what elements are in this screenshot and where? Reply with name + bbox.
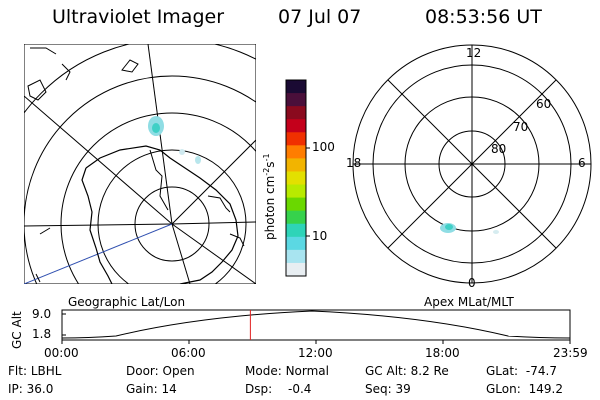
left-map-caption: Geographic Lat/Lon (68, 295, 186, 309)
colorbar-swatch (286, 171, 306, 186)
strip-y-label: GC Alt (10, 311, 24, 349)
strip-x-tick-2359: 23:59 (553, 346, 588, 360)
colorbar-swatch (286, 249, 306, 264)
colorbar-swatch (286, 145, 306, 159)
geographic-map (24, 44, 256, 284)
colorbar-border (285, 79, 307, 277)
lat-label-70: 70 (513, 120, 529, 134)
app-title: Ultraviolet Imager (52, 6, 225, 28)
strip-x-tick-0600: 06:00 (171, 346, 206, 360)
footer-dsp: Dsp: -0.4 (245, 382, 312, 396)
footer-gain: Gain: 14 (126, 382, 177, 396)
colorbar-tick-10: 10 (312, 229, 328, 243)
colorbar-swatch (286, 80, 306, 94)
lat-label-80: 80 (491, 142, 507, 156)
footer-mode: Mode: Normal (245, 364, 329, 378)
colorbar-swatch (286, 210, 306, 225)
strip-y-tick-9: 9.0 (32, 307, 52, 321)
colorbar-tick-100: 100 (312, 140, 335, 154)
mlt-label-0: 0 (468, 276, 476, 290)
mlt-label-18: 18 (346, 156, 362, 170)
strip-x-tick-0000: 00:00 (44, 346, 79, 360)
footer-door: Door: Open (126, 364, 195, 378)
colorbar-swatch (286, 93, 306, 107)
strip-x-tick-1200: 12:00 (298, 346, 333, 360)
footer-seq: Seq: 39 (365, 382, 411, 396)
footer-ip: IP: 36.0 (8, 382, 54, 396)
date-label: 07 Jul 07 (278, 6, 362, 28)
footer-glat: GLat: -74.7 (486, 364, 557, 378)
colorbar-swatch (286, 132, 306, 146)
colorbar-swatch (286, 197, 306, 212)
mlt-label-12: 12 (466, 46, 482, 60)
colorbar (285, 79, 310, 277)
colorbar-swatch (286, 106, 306, 120)
footer-glon: GLon: 149.2 (486, 382, 563, 396)
lat-label-60: 60 (536, 97, 552, 111)
colorbar-swatch (286, 236, 306, 251)
polar-map (352, 44, 592, 284)
colorbar-swatch (286, 223, 306, 238)
footer-gc-alt: GC Alt: 8.2 Re (365, 364, 449, 378)
strip-x-tick-1800: 18:00 (425, 346, 460, 360)
right-map-caption: Apex MLat/MLT (424, 295, 514, 309)
strip-y-tick-1.8: 1.8 (32, 327, 52, 341)
colorbar-swatch (286, 262, 306, 277)
colorbar-swatch (286, 119, 306, 133)
footer-filter: Flt: LBHL (8, 364, 62, 378)
colorbar-unit-label: photon cm-2s-1 (262, 153, 277, 240)
colorbar-swatch (286, 184, 306, 199)
altitude-strip (61, 309, 571, 344)
colorbar-swatch (286, 158, 306, 172)
mlt-label-6: 6 (578, 156, 586, 170)
time-label: 08:53:56 UT (425, 6, 542, 28)
